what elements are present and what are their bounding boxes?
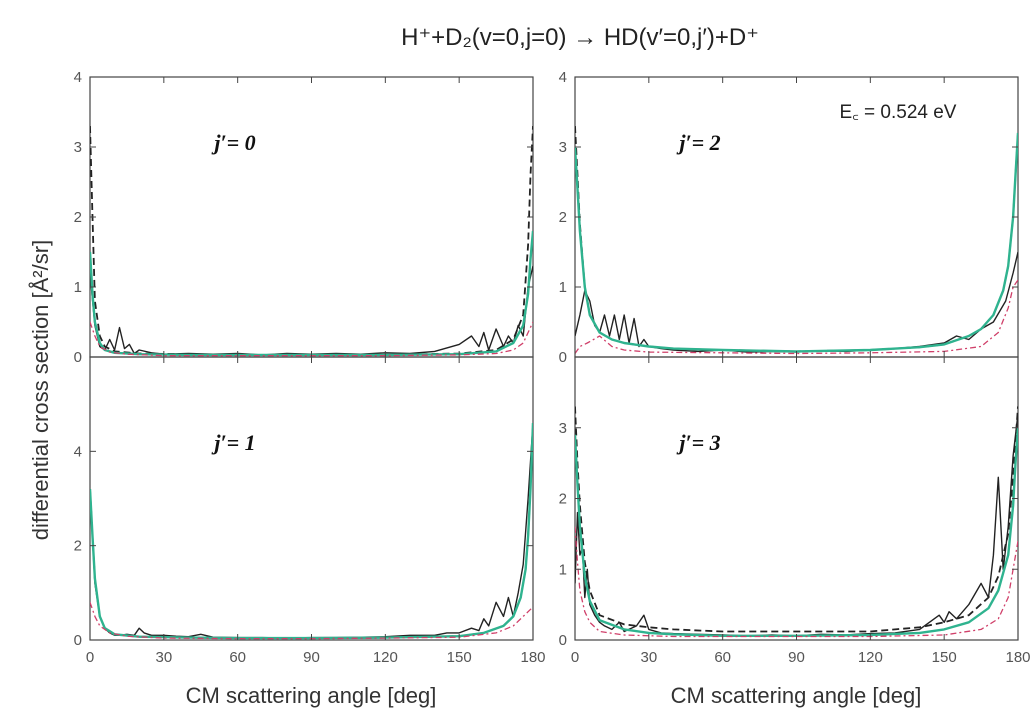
panel-title: j′= 0 (211, 130, 255, 155)
x-tick-label: 60 (229, 649, 246, 666)
series-line-dashdot-red (575, 279, 1018, 355)
series-line-solid-black (90, 422, 533, 639)
x-tick-label: 150 (932, 649, 957, 666)
series-line-solid-green (90, 422, 533, 640)
series-line-dashdot-red (90, 602, 533, 640)
series-line-solid-green (575, 427, 1018, 637)
y-tick-label: 0 (74, 349, 82, 366)
series-line-dashed-black (575, 125, 1018, 353)
x-axis-title-left: CM scattering angle [deg] (186, 683, 437, 708)
y-axis-title: differential cross section [Å²/sr] (28, 240, 53, 540)
y-tick-label: 2 (74, 538, 82, 555)
energy-label: E꜀ = 0.524 eV (840, 102, 957, 123)
y-tick-label: 2 (559, 491, 567, 508)
panel-frame (574, 356, 1019, 641)
x-tick-label: 30 (155, 649, 172, 666)
panel-frame (89, 76, 534, 358)
x-tick-label: 30 (640, 649, 657, 666)
x-tick-label: 60 (714, 649, 731, 666)
y-tick-label: 4 (74, 443, 82, 460)
panel-frame (89, 356, 534, 641)
series-line-solid-green (575, 132, 1018, 353)
y-tick-label: 2 (74, 209, 82, 226)
y-tick-label: 2 (559, 209, 567, 226)
series-line-dashed-black (90, 125, 533, 356)
panel-2: 0 2 4 0 30 60 90 120 150 180 j′= 1 (74, 356, 546, 666)
series-line-dashed-black (575, 406, 1018, 633)
y-tick-label: 0 (74, 632, 82, 649)
x-tick-label: 0 (571, 649, 579, 666)
x-tick-label: 120 (858, 649, 883, 666)
x-tick-label: 0 (86, 649, 94, 666)
y-tick-label: 0 (559, 632, 567, 649)
y-tick-label: 4 (74, 69, 82, 86)
y-tick-label: 3 (559, 139, 567, 156)
x-axis-title-right: CM scattering angle [deg] (671, 683, 922, 708)
series-line-solid-black (575, 251, 1018, 353)
y-tick-label: 1 (74, 279, 82, 296)
x-tick-label: 90 (788, 649, 805, 666)
series-line-solid-black (575, 413, 1018, 637)
y-tick-label: 3 (559, 420, 567, 437)
series-line-solid-green (90, 230, 533, 357)
x-tick-label: 180 (520, 649, 545, 666)
y-tick-label: 0 (559, 349, 567, 366)
figure-title: H⁺+D₂(v=0,j=0) → HD(v′=0,j′)+D⁺ (401, 24, 759, 51)
x-tick-label: 90 (303, 649, 320, 666)
panel-title: j′= 2 (676, 130, 720, 155)
x-tick-label: 150 (447, 649, 472, 666)
x-tick-label: 120 (373, 649, 398, 666)
y-tick-label: 1 (559, 279, 567, 296)
series-line-dashed-black (90, 422, 533, 639)
panel-0: 0 1 2 3 4 j′= 0 (74, 69, 534, 366)
panel-title: j′= 1 (211, 430, 255, 455)
panel-title: j′= 3 (676, 430, 720, 455)
series-line-solid-black (90, 265, 533, 356)
y-tick-label: 1 (559, 561, 567, 578)
x-tick-label: 180 (1005, 649, 1030, 666)
y-tick-label: 3 (74, 139, 82, 156)
y-tick-label: 4 (559, 69, 567, 86)
